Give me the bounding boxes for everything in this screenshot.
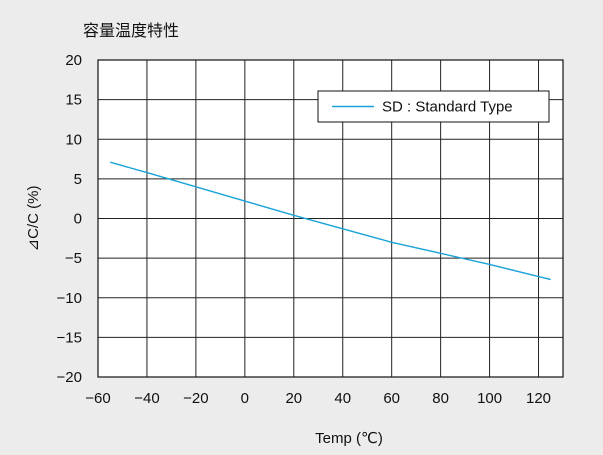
x-tick-label: −40 — [134, 390, 159, 407]
x-tick-label: −60 — [85, 390, 110, 407]
x-tick-label: −20 — [183, 390, 208, 407]
x-tick-label: 120 — [526, 390, 551, 407]
tick-labels: −60 −40 −20 0 20 40 60 80 100 120 20 15 10 5 0 −5 −10 −15… — [57, 52, 551, 407]
y-tick-label: 0 — [74, 211, 82, 228]
legend-label: SD : Standard Type — [382, 99, 513, 116]
y-tick-label: 5 — [74, 171, 82, 188]
x-tick-label: 20 — [285, 390, 302, 407]
chart-title: 容量温度特性 — [83, 21, 180, 40]
y-tick-label: 20 — [65, 52, 82, 69]
x-tick-label: 100 — [477, 390, 502, 407]
y-tick-label: −5 — [65, 250, 82, 267]
x-tick-label: 80 — [432, 390, 449, 407]
y-tick-label: −20 — [57, 369, 82, 386]
y-tick-label: 15 — [65, 92, 82, 109]
y-tick-label: 10 — [65, 131, 82, 148]
grid-lines — [98, 60, 563, 377]
y-axis-label: ⊿C/C (%) — [25, 186, 42, 252]
y-tick-label: −15 — [57, 329, 82, 346]
x-tick-label: 0 — [241, 390, 249, 407]
legend: SD : Standard Type — [317, 90, 550, 123]
x-tick-label: 40 — [334, 390, 351, 407]
plot-frame — [97, 59, 564, 378]
x-tick-label: 60 — [383, 390, 400, 407]
y-tick-label: −10 — [57, 290, 82, 307]
x-axis-label: Temp (℃) — [315, 430, 383, 447]
series-lines — [110, 161, 551, 281]
series-line — [110, 161, 551, 281]
